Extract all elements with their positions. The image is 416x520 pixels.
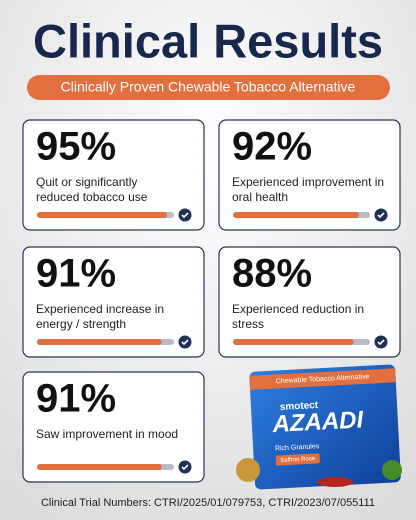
check-mark	[181, 212, 189, 219]
title: Clinical Results	[33, 14, 383, 67]
stat-percent: 91%	[36, 252, 116, 296]
product-pack: Chewable Tobacco Alternative smotect AZA…	[249, 364, 401, 490]
stat-card	[218, 119, 401, 231]
check-mark	[181, 339, 189, 346]
stat-card	[22, 119, 205, 231]
stat-card	[22, 246, 205, 358]
leaves	[382, 460, 402, 480]
pack-banner-text: Chewable Tobacco Alternative	[276, 373, 370, 385]
stat-percent: 88%	[232, 252, 312, 296]
saffron	[317, 477, 353, 487]
bar-fill	[37, 464, 162, 470]
bar-fill	[37, 339, 162, 345]
stat-text: Experienced increase in energy / strength	[36, 302, 164, 331]
bar-fill	[233, 339, 354, 345]
stat-card	[218, 246, 401, 358]
pack-banner	[249, 368, 396, 390]
pack-name: AZAADI	[271, 406, 365, 438]
flavor-tag	[275, 453, 320, 466]
stat-percent: 91%	[36, 377, 116, 421]
pack-brand: smotect	[280, 400, 320, 413]
stat-text: Experienced reduction in stress	[232, 302, 364, 331]
subtitle: Clinically Proven Chewable Tobacco Alter…	[61, 79, 356, 95]
bar-fill	[233, 212, 360, 218]
stat-text: Experienced improvement in oral health	[232, 175, 384, 204]
stat-text: Quit or significantly reduced tobacco use	[36, 175, 148, 204]
check-mark	[181, 464, 189, 471]
stat-percent: 92%	[232, 125, 312, 169]
footer: Clinical Trial Numbers: CTRI/2025/01/079…	[41, 497, 375, 509]
stat-text: Saw improvement in mood	[36, 427, 178, 441]
bar-fill	[37, 212, 168, 218]
stat-percent: 95%	[36, 125, 116, 169]
pack-flavor: Saffron Rose	[280, 456, 316, 464]
check-mark	[377, 339, 385, 346]
ginger	[236, 458, 260, 482]
pack-line: Rich Granules	[275, 443, 320, 452]
subtitle-pill	[27, 75, 390, 100]
check-mark	[377, 212, 385, 219]
stat-card	[22, 371, 205, 483]
